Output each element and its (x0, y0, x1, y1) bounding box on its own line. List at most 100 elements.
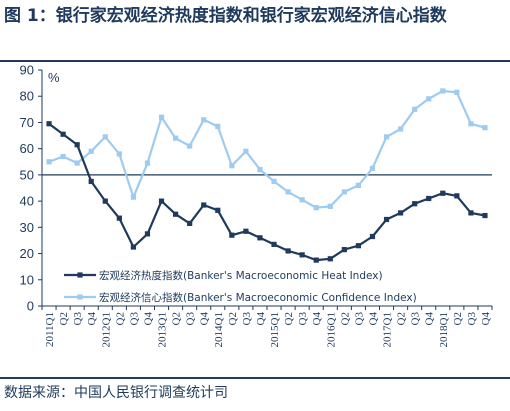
x-tick-label: 2012Q1 (100, 312, 112, 347)
confidence-index-point (440, 88, 446, 94)
confidence-index-point (285, 189, 291, 195)
heat-index-point (482, 212, 488, 219)
heat-index-point (172, 211, 179, 217)
x-tick-label: Q4 (424, 312, 436, 326)
confidence-index-point (201, 117, 207, 123)
y-tick-label: 40 (20, 194, 34, 209)
heat-index-point (440, 190, 446, 196)
source-divider (0, 377, 510, 379)
confidence-index-point (116, 151, 122, 157)
confidence-index-point (299, 197, 305, 203)
x-tick-label: Q3 (297, 312, 309, 326)
x-tick-label: 2014Q1 (213, 312, 225, 347)
heat-index-point (454, 193, 460, 199)
heat-index-point (102, 198, 108, 204)
x-tick-label: Q4 (199, 312, 211, 326)
x-tick-label: 2013Q1 (157, 312, 169, 347)
x-tick-label: Q3 (241, 312, 253, 326)
chart-title: 图 1：银行家宏观经济热度指数和银行家宏观经济信心指数 (4, 6, 447, 26)
heat-index-point (397, 210, 404, 216)
confidence-index-point (369, 165, 376, 171)
y-tick-label: 0 (27, 299, 34, 314)
heat-index-point (60, 131, 66, 137)
heat-index-point (130, 244, 137, 250)
heat-index-point (341, 247, 347, 253)
x-tick-label: Q2 (227, 312, 239, 325)
x-tick-label: Q2 (58, 312, 70, 325)
heat-index-point (46, 121, 52, 127)
heat-index-point (201, 202, 207, 208)
x-tick-label: Q4 (142, 312, 154, 326)
confidence-index-point (397, 126, 404, 132)
confidence-index-point (46, 159, 52, 165)
y-tick-label: 30 (20, 220, 34, 235)
y-tick-label: 20 (20, 246, 34, 261)
heat-index-point (285, 248, 291, 254)
y-tick-label: 10 (20, 272, 34, 287)
y-unit-label: % (48, 70, 60, 85)
x-tick-label: Q2 (283, 312, 295, 325)
heat-index-point (355, 243, 362, 249)
heat-index-point (313, 257, 319, 263)
heat-index-point (383, 216, 390, 223)
y-tick-label: 50 (20, 167, 34, 182)
data-source-note: 数据来源：中国人民银行调查统计司 (4, 385, 228, 401)
heat-index-point (369, 233, 376, 240)
confidence-index-point (158, 114, 165, 120)
heat-index-point (327, 256, 333, 262)
x-tick-label: Q3 (410, 312, 422, 326)
heat-index-point (88, 178, 94, 185)
confidence-index-point (426, 96, 432, 102)
title-divider (0, 60, 510, 62)
confidence-index-point (102, 134, 108, 140)
heat-index-point (243, 228, 249, 234)
heat-index-point (299, 252, 305, 258)
heat-index-point (116, 215, 122, 221)
x-tick-label: Q2 (114, 312, 126, 325)
x-tick-label: Q4 (480, 312, 492, 326)
y-tick-label: 60 (20, 141, 34, 156)
x-tick-label: 2011Q1 (44, 312, 56, 347)
heat-index-legend-label: 宏观经济热度指数(Banker's Macroeconomic Heat Ind… (99, 269, 383, 282)
heat-index-point (229, 232, 235, 238)
x-tick-label: 2018Q1 (438, 312, 450, 347)
x-tick-label: Q3 (353, 312, 365, 326)
x-tick-label: Q4 (255, 312, 267, 326)
confidence-index-legend-label: 宏观经济信心指数(Banker's Macroeconomic Confiden… (99, 291, 417, 304)
heat-index-point (187, 220, 193, 226)
confidence-index-point (144, 160, 151, 166)
confidence-index-legend-marker (77, 294, 83, 300)
confidence-index-point (341, 189, 347, 195)
confidence-index-point (243, 148, 249, 154)
x-tick-label: Q3 (466, 312, 478, 326)
x-tick-label: Q3 (128, 312, 140, 326)
x-tick-label: Q3 (185, 312, 197, 326)
heat-index-point (144, 231, 151, 237)
x-tick-label: Q4 (86, 312, 98, 326)
confidence-index-point (257, 167, 263, 173)
confidence-index-point (271, 178, 277, 185)
heat-index-point (271, 241, 277, 247)
heat-index-point (426, 195, 432, 202)
x-tick-label: Q2 (396, 312, 408, 325)
y-tick-label: 70 (20, 115, 34, 130)
confidence-index-point (454, 89, 460, 95)
confidence-index-point (355, 182, 362, 188)
heat-index-point (74, 142, 80, 148)
x-tick-label: Q4 (311, 312, 323, 326)
x-tick-label: Q3 (72, 312, 84, 326)
heat-index-point (257, 235, 263, 241)
x-tick-label: 2016Q1 (325, 312, 337, 347)
x-tick-label: 2017Q1 (382, 312, 394, 347)
y-tick-label: 90 (20, 63, 34, 78)
x-tick-label: 2015Q1 (269, 312, 281, 347)
confidence-index-point (327, 203, 333, 209)
heat-index-point (215, 207, 221, 213)
confidence-index-point (74, 160, 80, 166)
confidence-index-line (48, 89, 486, 209)
confidence-index-point (215, 123, 221, 129)
confidence-index-point (130, 194, 137, 200)
confidence-index-point (88, 148, 94, 154)
confidence-index-point (412, 106, 418, 112)
